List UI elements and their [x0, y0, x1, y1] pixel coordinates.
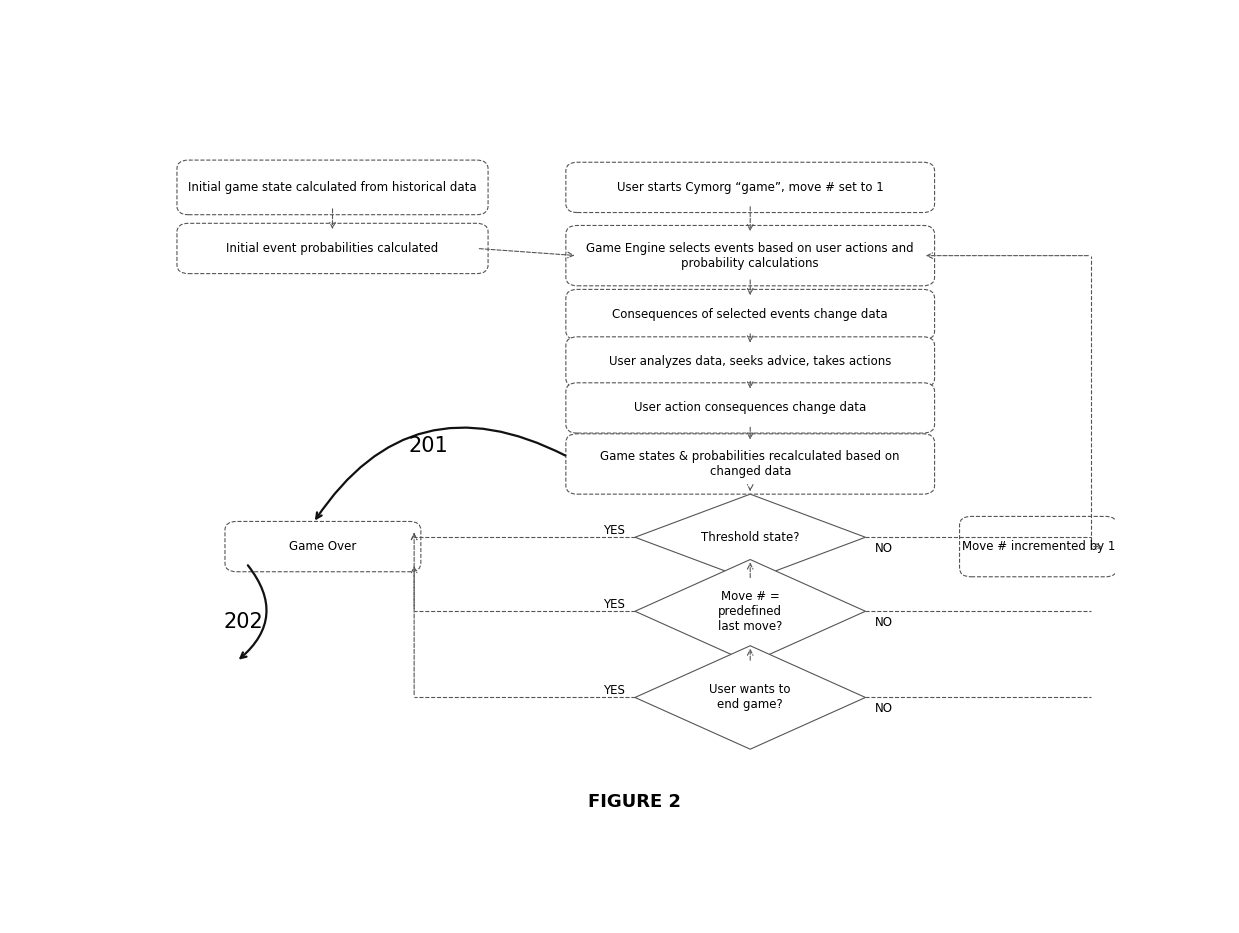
FancyBboxPatch shape	[177, 223, 488, 273]
Text: Threshold state?: Threshold state?	[701, 531, 799, 544]
FancyBboxPatch shape	[566, 289, 934, 340]
Text: YES: YES	[603, 597, 626, 610]
Text: User starts Cymorg “game”, move # set to 1: User starts Cymorg “game”, move # set to…	[617, 181, 883, 194]
Text: User wants to
end game?: User wants to end game?	[710, 684, 790, 712]
Polygon shape	[636, 494, 866, 580]
Text: Game Over: Game Over	[289, 540, 357, 553]
Text: User action consequences change data: User action consequences change data	[634, 401, 866, 414]
FancyBboxPatch shape	[566, 383, 934, 433]
Text: NO: NO	[875, 702, 893, 715]
Text: FIGURE 2: FIGURE 2	[589, 793, 681, 811]
FancyBboxPatch shape	[566, 226, 934, 285]
FancyBboxPatch shape	[566, 337, 934, 387]
FancyBboxPatch shape	[177, 160, 488, 215]
FancyBboxPatch shape	[225, 522, 421, 572]
Text: 201: 201	[409, 436, 449, 456]
Text: Move # incremented by 1: Move # incremented by 1	[961, 540, 1115, 553]
FancyBboxPatch shape	[566, 434, 934, 494]
Text: Consequences of selected events change data: Consequences of selected events change d…	[612, 308, 888, 321]
Text: Initial event probabilities calculated: Initial event probabilities calculated	[227, 242, 439, 255]
FancyBboxPatch shape	[566, 162, 934, 213]
Text: YES: YES	[603, 684, 626, 697]
Text: Initial game state calculated from historical data: Initial game state calculated from histo…	[188, 181, 477, 194]
Text: Move # =
predefined
last move?: Move # = predefined last move?	[719, 590, 782, 633]
Text: 202: 202	[223, 612, 263, 632]
Polygon shape	[636, 646, 866, 749]
Text: Game states & probabilities recalculated based on
changed data: Game states & probabilities recalculated…	[601, 450, 900, 478]
FancyBboxPatch shape	[959, 517, 1118, 577]
Text: User analyzes data, seeks advice, takes actions: User analyzes data, seeks advice, takes …	[610, 355, 891, 369]
Polygon shape	[636, 560, 866, 663]
Text: YES: YES	[603, 523, 626, 536]
Text: NO: NO	[875, 541, 893, 554]
Text: Game Engine selects events based on user actions and
probability calculations: Game Engine selects events based on user…	[586, 242, 914, 270]
Text: NO: NO	[875, 616, 893, 629]
